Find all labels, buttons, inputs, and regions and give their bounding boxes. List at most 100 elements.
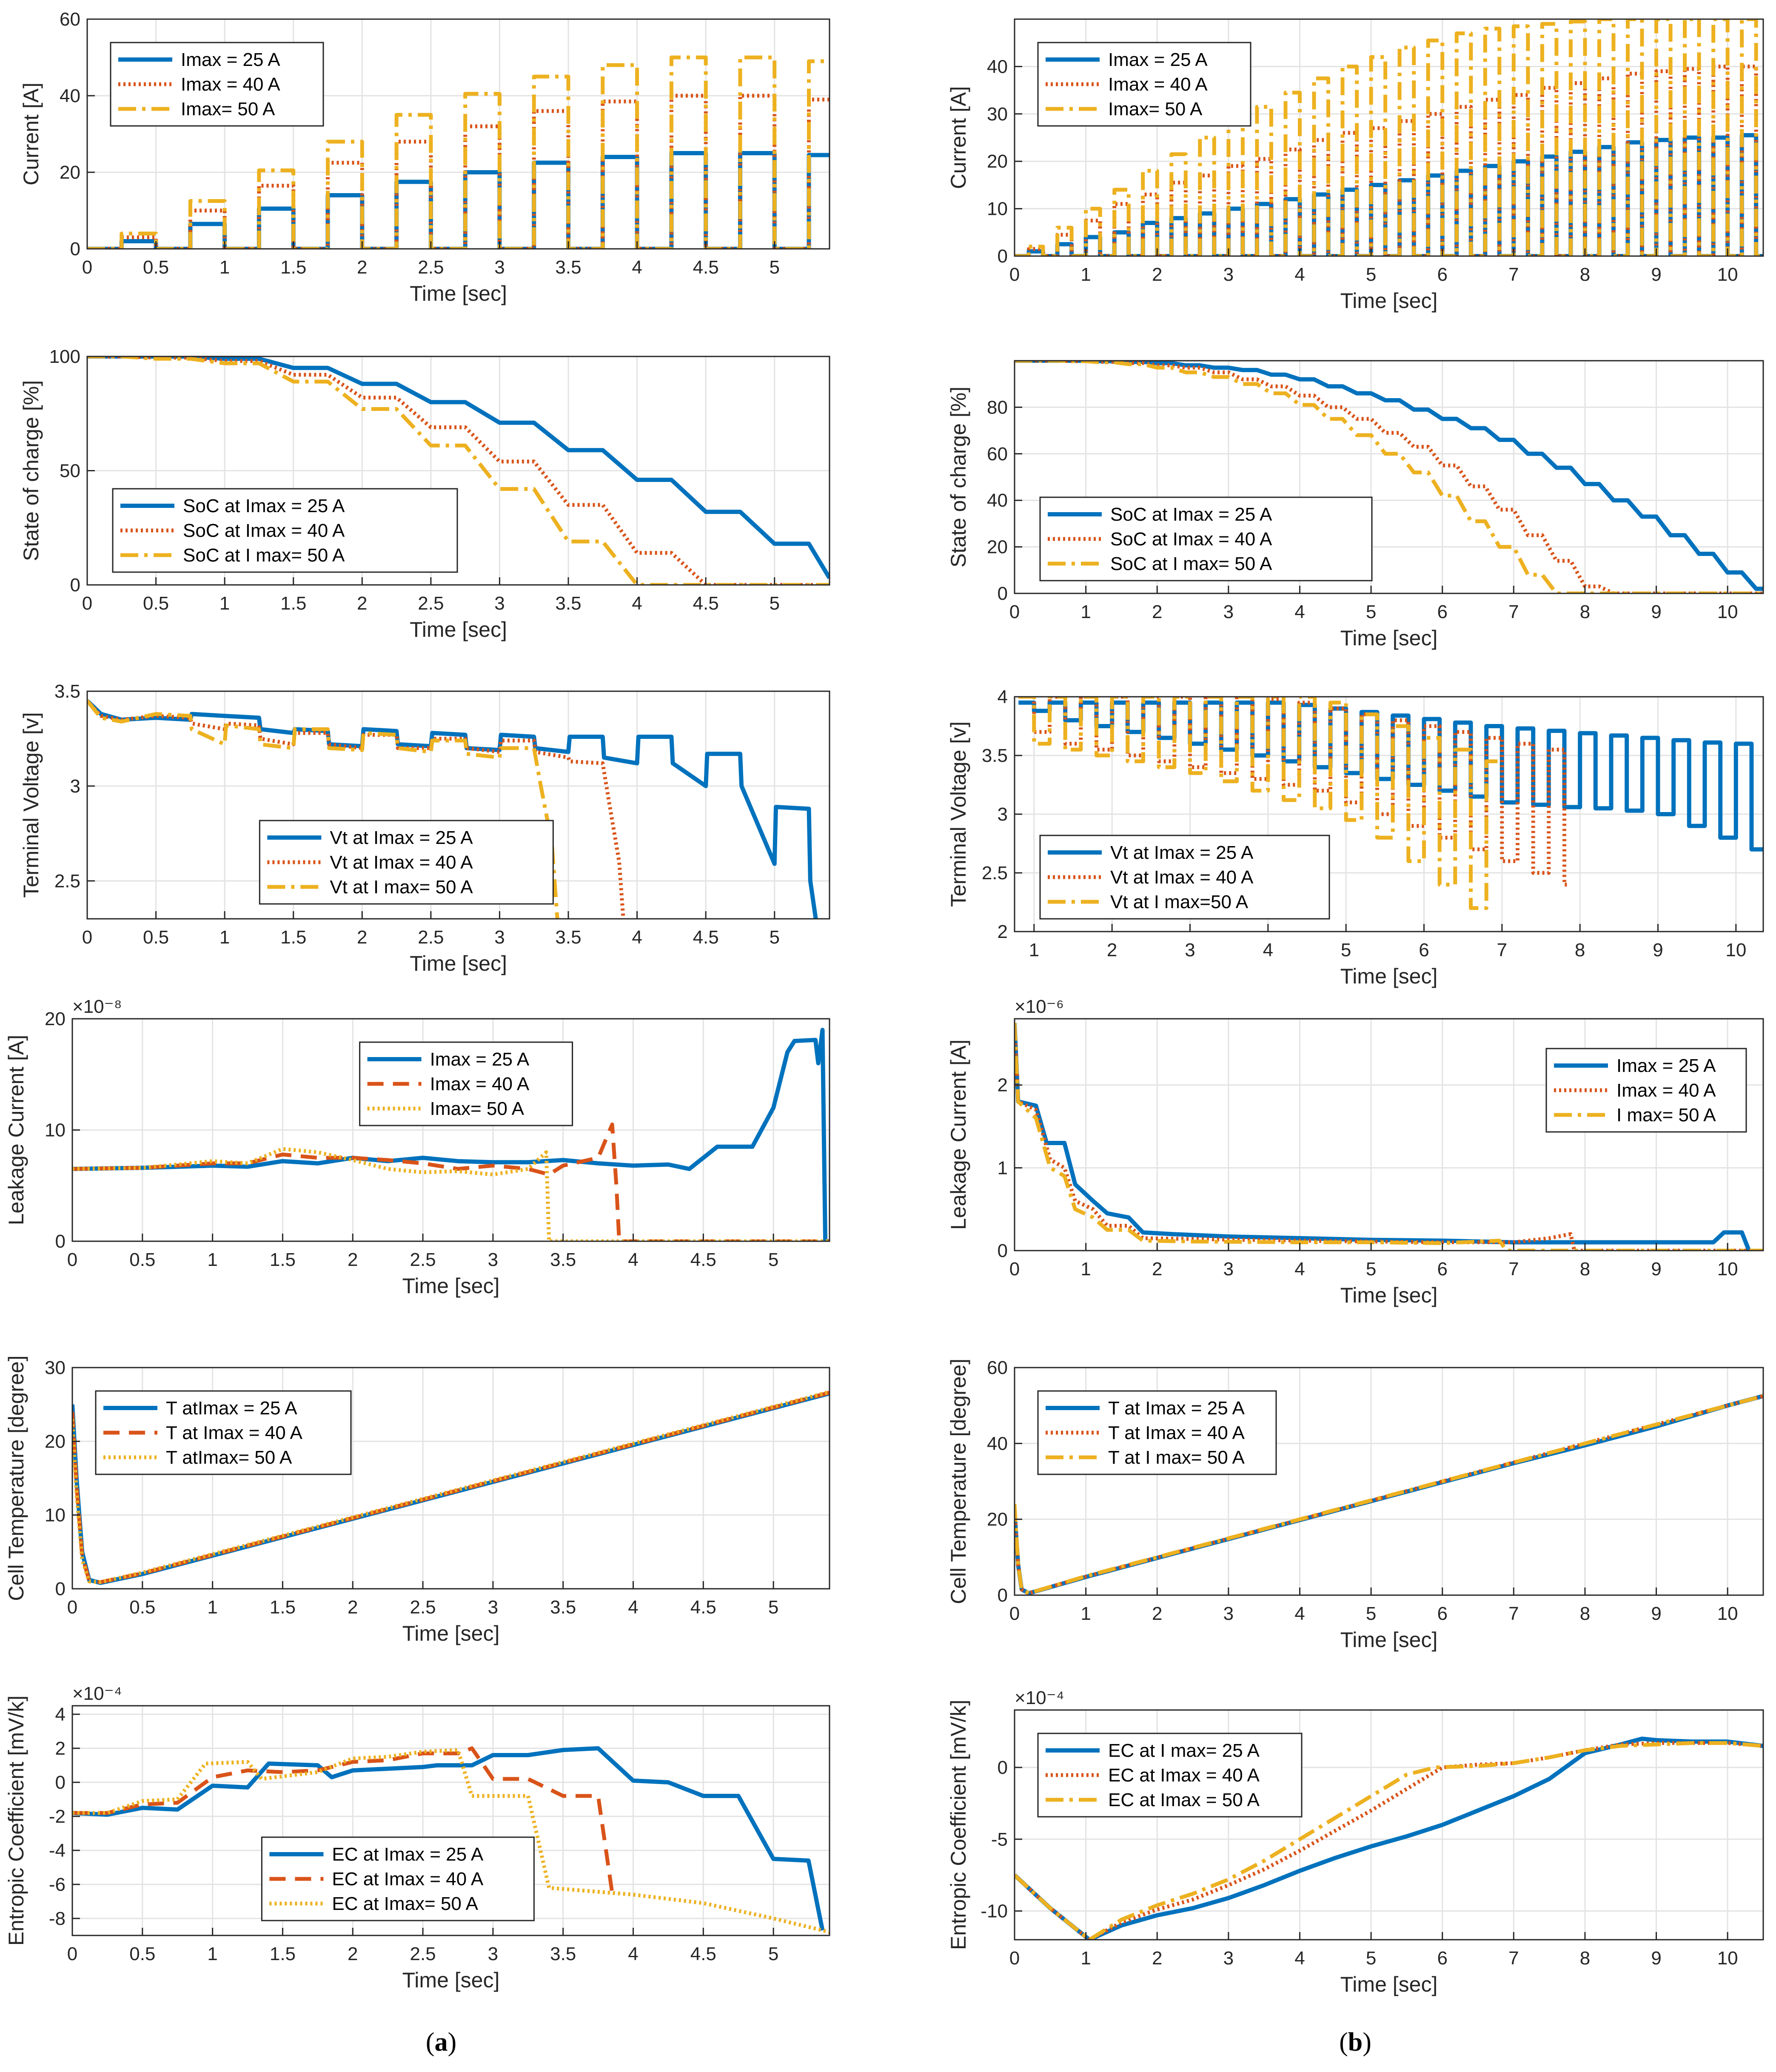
series-group bbox=[1015, 1023, 1763, 1251]
axes-box bbox=[71, 1705, 830, 1936]
x-tick-label: 5 bbox=[1366, 1259, 1376, 1280]
y-tick-label: 0 bbox=[55, 1231, 66, 1252]
x-tick-label: 5 bbox=[1366, 1948, 1376, 1969]
x-tick-label: 0 bbox=[1009, 1259, 1020, 1280]
chart-a4: 0 0.5 1 1.5 2 2.5 3 3.5 4 4.5 5 0 10 20 Time [sec] Leak… bbox=[4, 996, 830, 1298]
axes-box bbox=[1014, 360, 1764, 594]
x-tick-label: 7 bbox=[1497, 940, 1507, 960]
legend-label: Imax = 25 A bbox=[181, 49, 280, 70]
y-axis-label: Cell Temperature [degree] bbox=[946, 1359, 970, 1604]
x-tick-label: 10 bbox=[1717, 1259, 1738, 1280]
x-tick-label: 0.5 bbox=[129, 1249, 155, 1270]
series-group bbox=[1015, 1394, 1763, 1595]
x-tick-label: 5 bbox=[1366, 601, 1376, 622]
x-tick-label: 8 bbox=[1575, 940, 1585, 960]
y-axis-label: Entropic Coefficient [mV/k] bbox=[946, 1700, 970, 1950]
y-tick-label: 40 bbox=[987, 490, 1008, 511]
x-axis-label: Time [sec] bbox=[1340, 964, 1438, 988]
x-tick-label: 0 bbox=[82, 593, 92, 614]
series-group bbox=[72, 1746, 830, 1934]
x-tick-label: 4 bbox=[628, 1944, 638, 1964]
x-tick-label: 3 bbox=[494, 593, 505, 614]
x-tick-label: 4.5 bbox=[690, 1597, 716, 1618]
y-tick-label: 20 bbox=[987, 151, 1008, 172]
chart-a1: 0 0.5 1 1.5 2 2.5 3 3.5 4 4.5 5 0 20 40 60 Time [sec] Cu… bbox=[19, 9, 830, 305]
x-tick-label: 1.5 bbox=[270, 1597, 296, 1618]
x-axis-label: Time [sec] bbox=[1340, 1283, 1438, 1307]
chart-b5: 0 1 2 3 4 5 6 7 8 9 10 0 20 40 60 Time [sec] Cell Temper… bbox=[946, 1357, 1764, 1652]
y-tick-label: 40 bbox=[987, 56, 1008, 77]
y-tick-label: 0 bbox=[55, 1772, 66, 1793]
y-tick-label: 20 bbox=[45, 1431, 66, 1452]
y-tick-label: 2 bbox=[998, 1075, 1008, 1096]
x-tick-label: 7 bbox=[1508, 1603, 1519, 1624]
legend-label: Vt at Imax = 40 A bbox=[330, 852, 473, 873]
legend-label: Imax = 40 A bbox=[1108, 74, 1208, 95]
caption-b-close: ) bbox=[1363, 2028, 1371, 2057]
x-tick-label: 5 bbox=[1341, 940, 1351, 960]
x-tick-label: 6 bbox=[1437, 1948, 1447, 1969]
series-line-2 bbox=[87, 356, 830, 585]
legend-label: Vt at I max= 50 A bbox=[330, 877, 473, 898]
series-line-2 bbox=[1015, 1023, 1763, 1251]
x-tick-label: 0 bbox=[1009, 264, 1020, 285]
x-tick-label: 1 bbox=[220, 257, 230, 278]
x-tick-label: 2 bbox=[1152, 1948, 1162, 1969]
y-tick-label: -2 bbox=[49, 1806, 66, 1827]
x-tick-label: 4.5 bbox=[693, 927, 719, 948]
x-tick-label: 7 bbox=[1508, 1948, 1519, 1969]
x-tick-label: 0.5 bbox=[129, 1597, 155, 1618]
legend: T at Imax = 25 A T at Imax = 40 A T at I m… bbox=[1037, 1390, 1277, 1475]
y-tick-label: 60 bbox=[60, 9, 80, 30]
x-tick-label: 3.5 bbox=[550, 1597, 576, 1618]
x-tick-label: 2 bbox=[1152, 264, 1162, 285]
legend-label: EC at Imax= 50 A bbox=[332, 1893, 478, 1914]
series-line-1 bbox=[87, 356, 830, 579]
x-tick-label: 9 bbox=[1651, 1603, 1661, 1624]
legend: EC at I max= 25 A EC at Imax = 40 A EC at … bbox=[1037, 1733, 1303, 1818]
x-tick-label: 5 bbox=[768, 1597, 778, 1618]
series-line-2 bbox=[72, 1746, 614, 1893]
x-tick-label: 1.5 bbox=[280, 593, 306, 614]
chart-b6: 0 1 2 3 4 5 6 7 8 9 10 -10 -5 0 Time [sec] Entropic Coe… bbox=[946, 1687, 1764, 1996]
y-axis-label: Leakage Current [A] bbox=[4, 1035, 28, 1226]
legend-label: T atImax= 50 A bbox=[166, 1447, 292, 1468]
x-tick-label: 3 bbox=[488, 1249, 498, 1270]
x-tick-label: 7 bbox=[1508, 601, 1519, 622]
y-tick-label: 2.5 bbox=[982, 863, 1008, 884]
y-tick-label: 30 bbox=[987, 104, 1008, 125]
x-tick-label: 0.5 bbox=[143, 927, 169, 948]
x-tick-label: 2 bbox=[1107, 940, 1117, 960]
y-tick-label: 20 bbox=[987, 537, 1008, 558]
y-tick-label: 0 bbox=[998, 246, 1008, 267]
axes-box bbox=[86, 690, 830, 920]
x-tick-label: 2.5 bbox=[410, 1249, 436, 1270]
x-tick-label: 3 bbox=[1223, 601, 1234, 622]
x-tick-label: 8 bbox=[1580, 1603, 1590, 1624]
y-tick-label: 0 bbox=[998, 1757, 1008, 1778]
series-line-1 bbox=[1015, 1023, 1751, 1251]
x-tick-label: 3.5 bbox=[550, 1944, 576, 1964]
x-tick-label: 6 bbox=[1437, 1603, 1447, 1624]
legend: Imax = 25 A Imax = 40 A Imax= 50 A bbox=[359, 1041, 573, 1126]
legend-label: EC at I max= 25 A bbox=[1108, 1740, 1260, 1761]
legend-label: T at I max= 50 A bbox=[1108, 1447, 1245, 1468]
series-line-3 bbox=[1018, 697, 1498, 910]
y-tick-label: 2 bbox=[998, 921, 1008, 942]
legend-label: SoC at Imax = 40 A bbox=[1110, 529, 1272, 550]
x-tick-label: 0.5 bbox=[143, 257, 169, 278]
x-axis-label: Time [sec] bbox=[402, 1274, 500, 1298]
x-tick-label: 3 bbox=[494, 257, 505, 278]
x-tick-label: 1.5 bbox=[280, 257, 306, 278]
caption-a-letter: a bbox=[434, 2028, 448, 2057]
axis-multiplier: ×10⁻⁸ bbox=[72, 996, 122, 1017]
x-tick-label: 4 bbox=[628, 1249, 638, 1270]
y-axis-label: Current [A] bbox=[19, 83, 43, 185]
x-tick-label: 7 bbox=[1508, 1259, 1519, 1280]
x-tick-label: 4.5 bbox=[693, 257, 719, 278]
x-tick-label: 0 bbox=[67, 1944, 77, 1964]
axes-box bbox=[1014, 1018, 1764, 1251]
y-tick-label: 20 bbox=[987, 1509, 1008, 1530]
